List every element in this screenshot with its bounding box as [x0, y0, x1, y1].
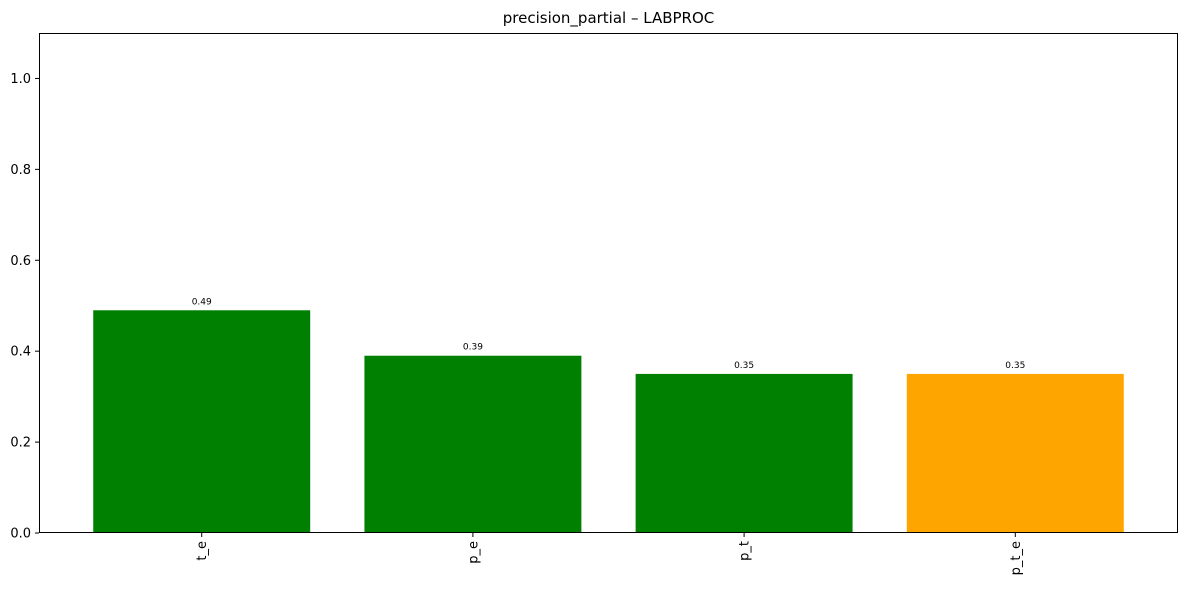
bar-value-label: 0.49 [192, 297, 212, 307]
x-tick-label: p_t_e [1009, 541, 1024, 575]
value-labels-layer: 0.49 0.39 0.35 0.35 [192, 297, 1026, 371]
bars-layer [93, 310, 1124, 533]
plot-frame [39, 33, 1178, 533]
x-tick-label: p_t [738, 541, 753, 561]
bar-value-label: 0.35 [1005, 361, 1025, 371]
y-tick-label: 0.0 [10, 527, 31, 542]
x-tick-label: t_e [195, 541, 210, 561]
y-tick-label: 1.0 [10, 72, 31, 87]
bar-p-t-e [906, 373, 1124, 533]
bar-t-e [93, 310, 311, 533]
bar-p-t [635, 373, 853, 533]
bar-value-label: 0.39 [463, 343, 483, 353]
x-tick-label: p_e [466, 541, 481, 564]
y-tick-label: 0.8 [10, 163, 31, 178]
y-tick-label: 0.6 [10, 254, 31, 269]
bar-value-label: 0.35 [734, 361, 754, 371]
chart-title: precision_partial – LABPROC [503, 9, 715, 28]
y-tick-label: 0.4 [10, 345, 31, 360]
x-axis: t_e p_e p_t p_t_e [195, 533, 1024, 575]
bar-p-e [364, 355, 582, 533]
y-axis: 0.0 0.2 0.4 0.6 0.8 1.0 [10, 72, 39, 542]
y-tick-label: 0.2 [10, 436, 31, 451]
